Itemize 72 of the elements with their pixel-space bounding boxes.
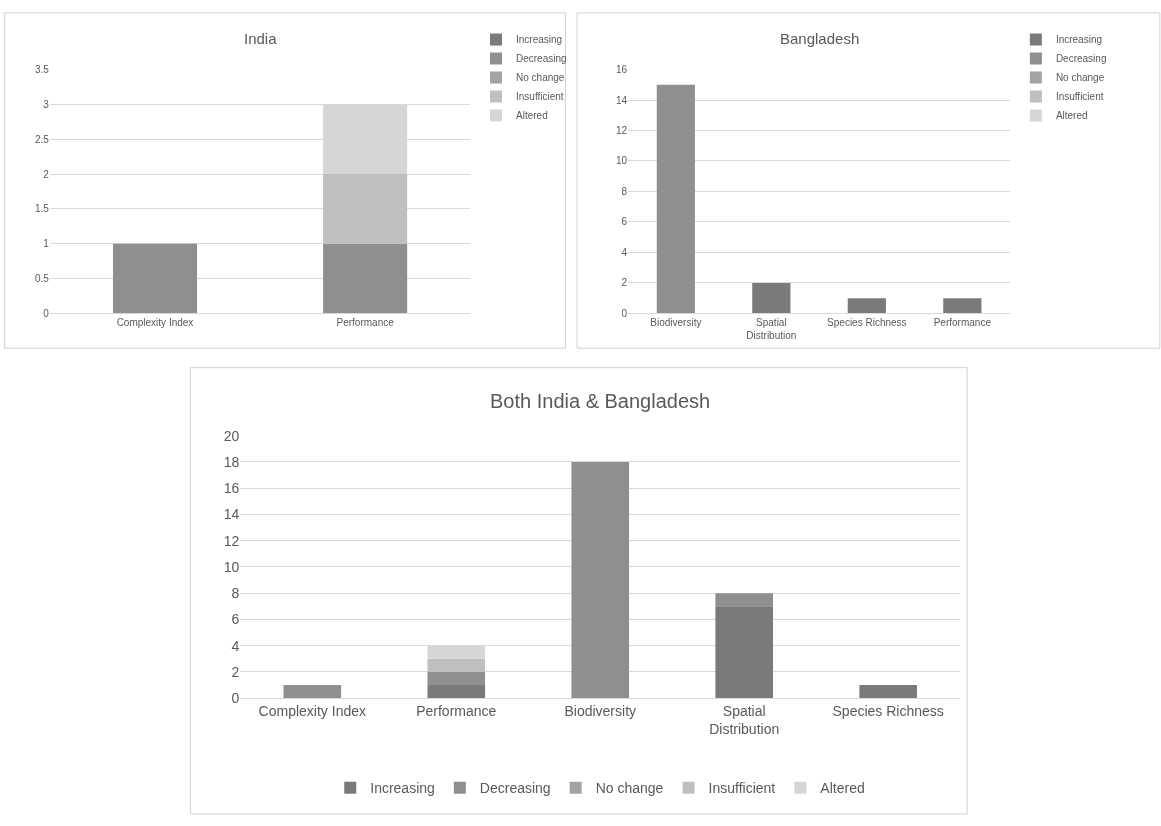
- x-tick-label: Biodiversity: [564, 702, 637, 719]
- x-tick-label: Spatial Distribution: [709, 702, 780, 738]
- legend-label: Increasing: [516, 34, 563, 46]
- bar: [283, 685, 342, 699]
- y-tick-label: 3.5: [35, 64, 50, 76]
- chart-title: Both India & Bangladesh: [490, 390, 711, 412]
- y-tick-label: 20: [223, 427, 240, 444]
- y-tick-label: 6: [231, 611, 240, 628]
- y-tick-label: 0: [43, 307, 50, 319]
- bar: [715, 593, 773, 607]
- bar: [571, 461, 630, 699]
- bar: [427, 671, 486, 685]
- legend-label: Decreasing: [479, 780, 551, 797]
- y-tick-label: 14: [615, 94, 628, 106]
- y-tick-label: 14: [223, 506, 240, 523]
- bar: [427, 658, 486, 672]
- y-tick-label: 0: [621, 307, 628, 319]
- y-tick-label: 2: [621, 277, 628, 289]
- y-tick-label: 16: [615, 64, 628, 76]
- legend-label: Decreasing: [516, 53, 567, 65]
- x-tick-label: Biodiversity: [650, 317, 702, 329]
- y-tick-label: 16: [223, 480, 240, 497]
- chart-title: India: [244, 30, 278, 47]
- legend-label: No change: [595, 780, 664, 797]
- y-tick-label: 6: [621, 216, 628, 228]
- x-tick-label: Complexity Index: [258, 702, 366, 719]
- x-tick-label: Complexity Index: [116, 317, 194, 329]
- y-tick-label: 0.5: [35, 273, 50, 285]
- y-tick-label: 8: [621, 185, 628, 197]
- y-tick-label: 4: [621, 246, 628, 258]
- bar: [752, 282, 791, 314]
- x-tick-label: Species Richness: [832, 702, 944, 719]
- legend-label: Increasing: [370, 780, 435, 797]
- legend-label: Altered: [820, 780, 865, 797]
- legend-label: Altered: [1055, 110, 1088, 122]
- y-tick-label: 4: [231, 637, 240, 654]
- y-tick-label: 2: [43, 168, 50, 180]
- y-tick-label: 18: [223, 453, 240, 470]
- x-tick-label: Performance: [336, 317, 395, 329]
- y-tick-label: 3: [43, 98, 50, 110]
- y-tick-label: 12: [615, 125, 628, 137]
- legend-label: Insufficient: [1055, 91, 1104, 103]
- chart-title: Bangladesh: [780, 30, 860, 47]
- legend-label: Insufficient: [708, 780, 776, 797]
- legend-label: Increasing: [1055, 34, 1103, 46]
- bar: [715, 606, 773, 699]
- bar: [656, 84, 695, 314]
- y-tick-label: 8: [231, 585, 240, 602]
- legend-label: No change: [1055, 72, 1105, 84]
- legend-label: Decreasing: [1055, 53, 1107, 65]
- y-tick-label: 10: [615, 155, 628, 167]
- y-tick-label: 1: [43, 238, 50, 250]
- legend-label: Altered: [516, 110, 548, 122]
- x-tick-label: Spatial Distribution: [746, 317, 797, 342]
- legend-label: Insufficient: [516, 91, 564, 103]
- bar: [943, 298, 982, 314]
- bar: [847, 298, 886, 314]
- bar: [427, 685, 486, 699]
- y-tick-label: 10: [223, 558, 240, 575]
- y-tick-label: 12: [223, 532, 240, 549]
- y-tick-label: 1.5: [35, 203, 50, 215]
- x-tick-label: Species Richness: [827, 317, 907, 329]
- bar: [859, 685, 917, 699]
- y-tick-label: 2: [231, 663, 240, 680]
- x-tick-label: Performance: [416, 702, 497, 719]
- x-tick-label: Performance: [933, 317, 992, 329]
- y-tick-label: 0: [231, 690, 240, 707]
- bar: [112, 243, 198, 314]
- legend-label: No change: [516, 72, 565, 84]
- y-tick-label: 2.5: [35, 133, 50, 145]
- bar: [323, 243, 408, 314]
- bar: [323, 174, 408, 244]
